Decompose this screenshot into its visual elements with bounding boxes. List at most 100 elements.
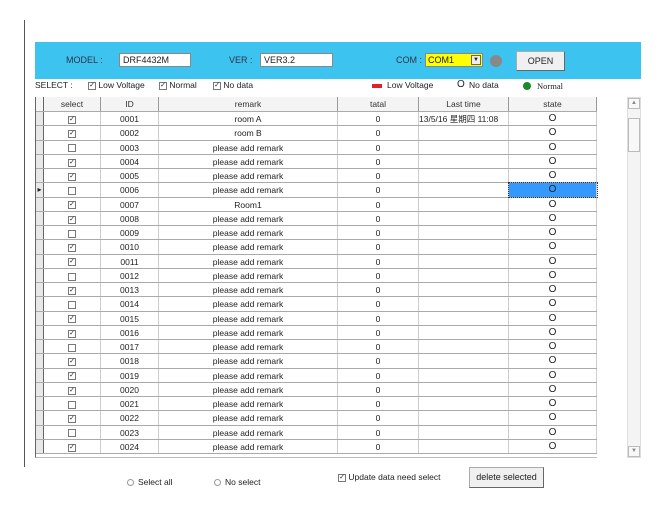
update-data-checkbox[interactable]: ✓ Update data need select [338, 472, 441, 482]
state-cell[interactable]: O [509, 340, 597, 354]
select-cell[interactable]: ✓ [44, 311, 101, 325]
last-time-cell[interactable] [419, 439, 509, 453]
select-cell[interactable]: ✓ [44, 154, 101, 168]
total-cell[interactable]: 0 [338, 154, 419, 168]
remark-cell[interactable]: please add remark [159, 297, 338, 311]
last-time-cell[interactable] [419, 169, 509, 183]
id-cell[interactable]: 0014 [101, 297, 159, 311]
state-cell[interactable]: O [509, 354, 597, 368]
select-cell[interactable]: ✓ [44, 354, 101, 368]
total-cell[interactable]: 0 [338, 397, 419, 411]
select-cell[interactable] [44, 340, 101, 354]
row-header[interactable] [36, 297, 44, 311]
last-time-cell[interactable] [419, 268, 509, 282]
state-cell[interactable]: O [509, 311, 597, 325]
last-time-cell[interactable] [419, 382, 509, 396]
state-cell[interactable]: O [509, 325, 597, 339]
scroll-down-icon[interactable]: ▼ [628, 446, 640, 457]
remark-cell[interactable]: room B [159, 126, 338, 140]
row-checkbox[interactable] [68, 400, 76, 409]
remark-cell[interactable]: please add remark [159, 397, 338, 411]
id-cell[interactable]: 0020 [101, 382, 159, 396]
table-row[interactable]: ✓ 0008 please add remark 0 O [36, 211, 597, 226]
remark-cell[interactable]: please add remark [159, 425, 338, 439]
total-cell[interactable]: 0 [338, 439, 419, 453]
last-time-cell[interactable] [419, 425, 509, 439]
select-cell[interactable]: ✓ [44, 254, 101, 268]
row-checkbox[interactable]: ✓ [68, 286, 76, 295]
row-checkbox[interactable]: ✓ [68, 386, 76, 395]
remark-cell[interactable]: please add remark [159, 211, 338, 225]
chevron-down-icon[interactable]: ▼ [471, 55, 481, 65]
remark-cell[interactable]: please add remark [159, 311, 338, 325]
row-header[interactable] [36, 268, 44, 282]
select-cell[interactable]: ✓ [44, 211, 101, 225]
id-cell[interactable]: 0009 [101, 226, 159, 240]
state-cell[interactable]: O [509, 197, 597, 211]
select-cell[interactable]: ✓ [44, 169, 101, 183]
remark-cell[interactable]: please add remark [159, 325, 338, 339]
table-row[interactable]: ✓ 0016 please add remark 0 O [36, 325, 597, 340]
remark-cell[interactable]: please add remark [159, 354, 338, 368]
select-cell[interactable]: ✓ [44, 368, 101, 382]
radio-icon[interactable] [127, 479, 134, 487]
total-cell[interactable]: 0 [338, 297, 419, 311]
row-header[interactable] [36, 169, 44, 183]
id-cell[interactable]: 0017 [101, 340, 159, 354]
ver-field[interactable]: VER3.2 [260, 53, 333, 67]
select-cell[interactable]: ✓ [44, 439, 101, 453]
column-header-remark[interactable]: remark [159, 97, 338, 111]
row-checkbox[interactable] [68, 229, 76, 238]
table-row[interactable]: 0012 please add remark 0 O [36, 268, 597, 283]
row-checkbox[interactable]: ✓ [68, 158, 76, 167]
last-time-cell[interactable] [419, 340, 509, 354]
row-header[interactable] [36, 411, 44, 425]
column-header-total[interactable]: tatal [338, 97, 419, 111]
remark-cell[interactable]: please add remark [159, 411, 338, 425]
state-cell[interactable]: O [509, 411, 597, 425]
id-cell[interactable]: 0022 [101, 411, 159, 425]
state-cell[interactable]: O [508, 182, 598, 198]
id-cell[interactable]: 0013 [101, 283, 159, 297]
row-checkbox[interactable]: ✓ [68, 443, 76, 452]
row-checkbox[interactable]: ✓ [68, 215, 76, 224]
state-cell[interactable]: O [509, 297, 597, 311]
row-checkbox[interactable]: ✓ [68, 415, 76, 423]
id-cell[interactable]: 0016 [101, 325, 159, 339]
select-cell[interactable] [44, 140, 101, 154]
state-cell[interactable]: O [509, 425, 597, 439]
table-row[interactable]: ▸ 0006 please add remark 0 O [36, 182, 598, 198]
select-cell[interactable] [44, 226, 101, 240]
id-cell[interactable]: 0019 [101, 368, 159, 382]
select-cell[interactable] [44, 425, 101, 439]
table-row[interactable]: ✓ 0024 please add remark 0 O [36, 439, 597, 454]
state-cell[interactable]: O [509, 169, 597, 183]
last-time-cell[interactable] [419, 254, 509, 268]
row-header[interactable] [36, 154, 44, 168]
row-header[interactable] [36, 325, 44, 339]
total-cell[interactable]: 0 [338, 197, 419, 211]
state-cell[interactable]: O [509, 439, 597, 453]
total-cell[interactable]: 0 [338, 268, 419, 282]
id-cell[interactable]: 0004 [101, 154, 159, 168]
total-cell[interactable]: 0 [338, 254, 419, 268]
row-checkbox[interactable] [68, 343, 76, 352]
remark-cell[interactable]: please add remark [159, 368, 338, 382]
last-time-cell[interactable] [419, 368, 509, 382]
total-cell[interactable]: 0 [338, 368, 419, 382]
remark-cell[interactable]: Room1 [159, 197, 338, 211]
total-cell[interactable]: 0 [338, 169, 419, 183]
remark-cell[interactable]: please add remark [159, 254, 338, 268]
row-checkbox[interactable]: ✓ [68, 244, 76, 252]
row-checkbox[interactable] [68, 301, 76, 309]
table-row[interactable]: ✓ 0005 please add remark 0 O [36, 169, 597, 184]
open-button[interactable]: OPEN [516, 51, 565, 71]
table-row[interactable]: ✓ 0015 please add remark 0 O [36, 311, 597, 326]
row-header[interactable]: ▸ [36, 183, 44, 197]
id-cell[interactable]: 0005 [101, 169, 159, 183]
select-cell[interactable] [44, 297, 101, 311]
row-checkbox[interactable]: ✓ [68, 201, 76, 210]
total-cell[interactable]: 0 [338, 325, 419, 339]
select-cell[interactable] [44, 268, 101, 282]
